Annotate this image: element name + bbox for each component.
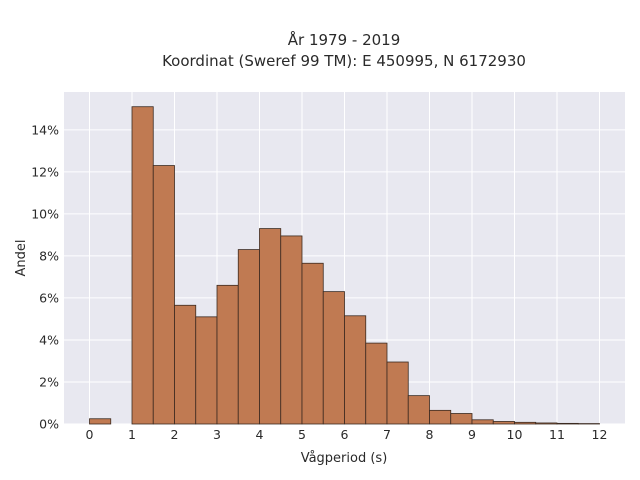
- x-tick-label: 3: [213, 427, 221, 442]
- histogram-bar: [492, 421, 515, 425]
- y-tick-label: 2%: [39, 374, 59, 389]
- y-axis-label: Andel: [14, 240, 29, 277]
- histogram-bar: [152, 165, 175, 425]
- chart-title-line-2: Koordinat (Sweref 99 TM): E 450995, N 61…: [162, 52, 526, 70]
- histogram-bar: [471, 419, 494, 425]
- histogram-bar: [237, 249, 260, 425]
- x-axis-label: Vågperiod (s): [301, 451, 388, 466]
- x-tick-label: 8: [426, 427, 434, 442]
- histogram-bar: [174, 304, 197, 425]
- histogram-bar: [89, 418, 112, 425]
- x-tick-label: 1: [128, 427, 136, 442]
- histogram-bar: [429, 409, 452, 425]
- y-tick-label: 0%: [39, 417, 59, 432]
- histogram-bar: [259, 228, 282, 425]
- x-tick-label: 6: [341, 427, 349, 442]
- histogram-bar: [450, 413, 473, 425]
- x-tick-label: 2: [171, 427, 179, 442]
- x-tick-label: 9: [468, 427, 476, 442]
- histogram-bar: [344, 315, 367, 425]
- y-tick-label: 12%: [31, 164, 59, 179]
- histogram-bar: [407, 395, 430, 425]
- x-tick-label: 7: [383, 427, 391, 442]
- y-tick-label: 6%: [39, 290, 59, 305]
- histogram-bar: [556, 422, 579, 425]
- x-tick-label: 10: [507, 427, 523, 442]
- x-tick-label: 0: [86, 427, 94, 442]
- x-tick-label: 12: [592, 427, 608, 442]
- tick-labels: 0 1 2 3 4 5 6 7 8 9 10 11 120%2%4%6%8%10%12%14%: [31, 122, 607, 442]
- histogram-bar: [195, 316, 218, 425]
- histogram-bar: [216, 284, 239, 425]
- x-tick-label: 5: [298, 427, 306, 442]
- x-tick-label: 4: [256, 427, 264, 442]
- histogram-bar: [365, 342, 388, 425]
- y-tick-label: 8%: [39, 248, 59, 263]
- histogram-bar: [514, 421, 537, 425]
- bars: [89, 106, 600, 425]
- histogram-bar: [386, 361, 409, 425]
- histogram-bar: [322, 291, 345, 425]
- chart-title-line-1: År 1979 - 2019: [288, 30, 401, 49]
- histogram-bar: [131, 106, 154, 425]
- histogram-bar: [535, 422, 558, 425]
- y-tick-label: 4%: [39, 332, 59, 347]
- y-tick-label: 10%: [31, 206, 59, 221]
- x-tick-label: 11: [549, 427, 565, 442]
- histogram-bar: [301, 262, 324, 425]
- y-tick-label: 14%: [31, 122, 59, 137]
- histogram-bar: [280, 235, 303, 425]
